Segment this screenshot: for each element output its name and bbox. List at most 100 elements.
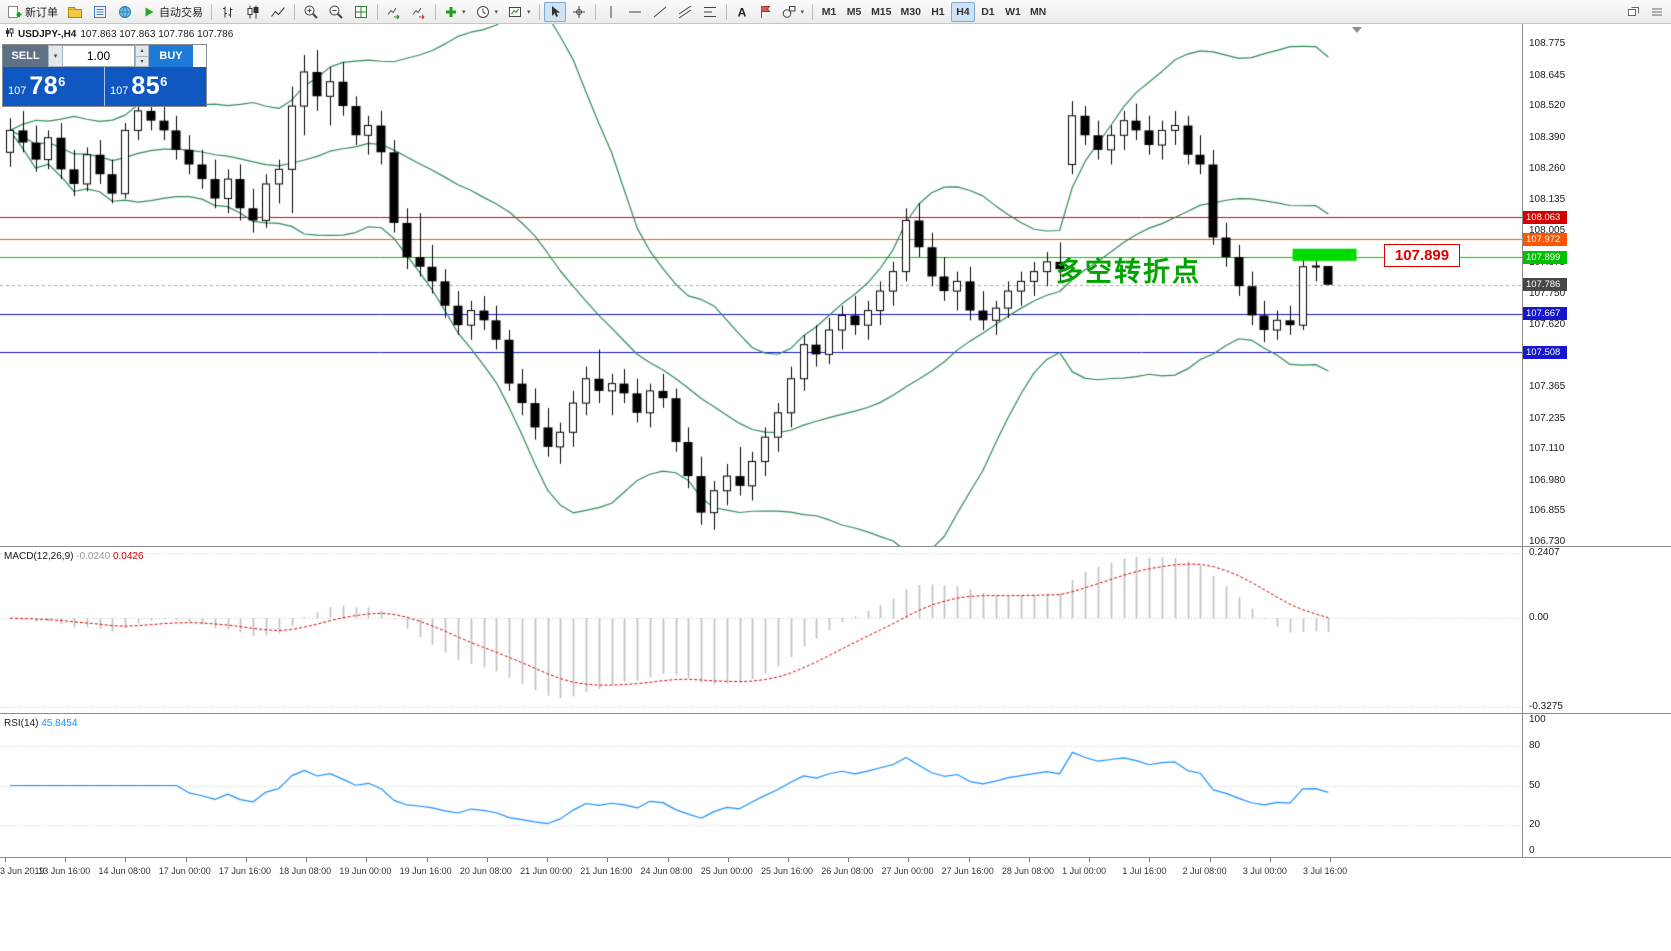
indicators-button[interactable]: ▾ bbox=[440, 2, 470, 22]
buy-price-button[interactable]: 107 85 6 bbox=[105, 67, 206, 106]
time-tick bbox=[1270, 858, 1271, 862]
timeframe-w1[interactable]: W1 bbox=[1005, 5, 1021, 18]
time-label: 1 Jul 16:00 bbox=[1122, 866, 1167, 876]
toolbar-separator bbox=[377, 3, 378, 20]
time-tick bbox=[125, 858, 126, 862]
dropdown-arrow-icon: ▾ bbox=[462, 8, 466, 16]
volume-dropdown-button[interactable]: ▾ bbox=[48, 45, 63, 67]
sell-button[interactable]: SELL bbox=[3, 45, 48, 67]
market-watch-button[interactable] bbox=[88, 2, 112, 22]
crosshair-button[interactable] bbox=[567, 2, 591, 22]
hline-price-tag: 107.972 bbox=[1523, 232, 1567, 246]
price-tick: 108.135 bbox=[1529, 193, 1566, 205]
price-tick: 107.620 bbox=[1529, 319, 1566, 331]
fibonacci-button[interactable] bbox=[698, 2, 722, 22]
zoom-out-button[interactable] bbox=[324, 2, 348, 22]
vertical-line-button[interactable] bbox=[600, 2, 622, 22]
buy-button[interactable]: BUY bbox=[149, 45, 193, 67]
time-tick bbox=[1089, 858, 1090, 862]
trendline-button[interactable] bbox=[648, 2, 672, 22]
toolbar-separator bbox=[435, 3, 436, 20]
toolbar-separator bbox=[812, 3, 814, 20]
navigator-button[interactable] bbox=[113, 2, 137, 22]
panel-separator[interactable] bbox=[0, 713, 1671, 714]
hline-price-tag: 107.667 bbox=[1523, 307, 1567, 321]
time-label: 20 Jun 08:00 bbox=[459, 866, 512, 876]
timeframe-h4[interactable]: H4 bbox=[950, 1, 975, 22]
line-chart-button[interactable] bbox=[266, 2, 290, 22]
rsi-label: RSI(14) 45.8454 bbox=[4, 718, 77, 729]
new-order-button[interactable]: 新订单 bbox=[3, 2, 62, 22]
time-tick bbox=[5, 858, 6, 862]
timeframe-h1[interactable]: H1 bbox=[931, 5, 945, 18]
channel-button[interactable] bbox=[673, 2, 697, 22]
toolbar-separator bbox=[725, 3, 727, 20]
dropdown-arrow-icon: ▾ bbox=[800, 8, 805, 16]
rsi-value: 45.8454 bbox=[41, 718, 78, 729]
label-button[interactable] bbox=[754, 2, 776, 22]
chart-shift-button[interactable] bbox=[407, 2, 431, 22]
text-button[interactable]: A bbox=[731, 2, 753, 22]
timeframe-d1[interactable]: D1 bbox=[981, 5, 995, 18]
bars-chart-button[interactable] bbox=[216, 2, 240, 22]
add-indicator-icon bbox=[444, 5, 458, 19]
time-tick bbox=[788, 858, 789, 862]
zoom-out-icon bbox=[328, 4, 344, 20]
panel-separator[interactable] bbox=[0, 546, 1671, 547]
macd-canvas[interactable] bbox=[0, 547, 1522, 713]
text-icon: A bbox=[735, 5, 749, 19]
autotrading-label: 自动交易 bbox=[159, 6, 203, 19]
timeframe-mn[interactable]: MN bbox=[1029, 5, 1047, 18]
time-label: 27 Jun 16:00 bbox=[941, 866, 994, 876]
timeframe-m5[interactable]: M5 bbox=[846, 5, 862, 18]
rsi-axis-label: 50 bbox=[1529, 779, 1541, 791]
chart-annotation-text[interactable]: 多空转折点 bbox=[1056, 257, 1201, 287]
autotrading-button[interactable]: 自动交易 bbox=[138, 2, 207, 22]
tile-windows-button[interactable] bbox=[349, 2, 373, 22]
window-restore-button[interactable] bbox=[1622, 2, 1645, 22]
horizontal-line-button[interactable] bbox=[623, 2, 647, 22]
volume-up-button[interactable]: ▴ bbox=[135, 45, 149, 57]
price-tick: 106.730 bbox=[1529, 535, 1566, 547]
time-tick bbox=[668, 858, 669, 862]
shapes-button[interactable]: ▾ bbox=[777, 2, 809, 22]
rsi-axis-label: 80 bbox=[1529, 740, 1541, 752]
main-chart-canvas[interactable] bbox=[0, 24, 1522, 546]
price-callout-label[interactable]: 107.899 bbox=[1384, 244, 1460, 267]
time-label: 27 Jun 00:00 bbox=[881, 866, 934, 876]
time-axis[interactable]: 3 Jun 2019 13 Jun 16:00 14 Jun 08:00 17 Jun… bbox=[0, 858, 1671, 951]
timeframe-m1[interactable]: M1 bbox=[821, 5, 837, 18]
price-axis[interactable]: 108.775 108.645 108.520 108.390 108.260 108.1… bbox=[1522, 24, 1671, 858]
time-label: 21 Jun 00:00 bbox=[520, 866, 573, 876]
rsi-canvas[interactable] bbox=[0, 714, 1522, 857]
chart-shift-marker[interactable] bbox=[1352, 27, 1362, 33]
sell-price-button[interactable]: 107 78 6 bbox=[3, 67, 105, 106]
volume-input[interactable] bbox=[63, 45, 135, 67]
menu-icon bbox=[1650, 5, 1664, 19]
time-label: 25 Jun 00:00 bbox=[700, 866, 753, 876]
time-tick bbox=[65, 858, 66, 862]
line-chart-icon bbox=[270, 4, 286, 20]
candles-chart-button[interactable] bbox=[241, 2, 265, 22]
macd-name: MACD(12,26,9) bbox=[4, 551, 74, 562]
cursor-button[interactable] bbox=[543, 1, 566, 22]
timeframe-m15[interactable]: M15 bbox=[871, 5, 892, 18]
price-tick: 108.645 bbox=[1529, 69, 1566, 81]
templates-button[interactable]: ▾ bbox=[503, 2, 535, 22]
time-label: 17 Jun 00:00 bbox=[158, 866, 211, 876]
timeframe-m30[interactable]: M30 bbox=[900, 5, 921, 18]
toolbar-options-button[interactable] bbox=[1646, 2, 1668, 22]
hline-price-tag: 108.063 bbox=[1523, 210, 1567, 224]
auto-scroll-button[interactable] bbox=[382, 2, 406, 22]
time-tick bbox=[547, 858, 548, 862]
cursor-icon bbox=[548, 5, 562, 19]
chart-shift-icon bbox=[411, 4, 427, 20]
periods-button[interactable]: ▾ bbox=[471, 2, 503, 22]
profiles-button[interactable] bbox=[63, 2, 87, 22]
bars-chart-icon bbox=[220, 4, 236, 20]
buy-price-prefix: 107 bbox=[110, 84, 129, 97]
volume-down-button[interactable]: ▾ bbox=[135, 56, 149, 67]
time-tick bbox=[366, 858, 367, 862]
zoom-in-button[interactable] bbox=[299, 2, 323, 22]
sell-price-pip: 6 bbox=[58, 74, 66, 89]
